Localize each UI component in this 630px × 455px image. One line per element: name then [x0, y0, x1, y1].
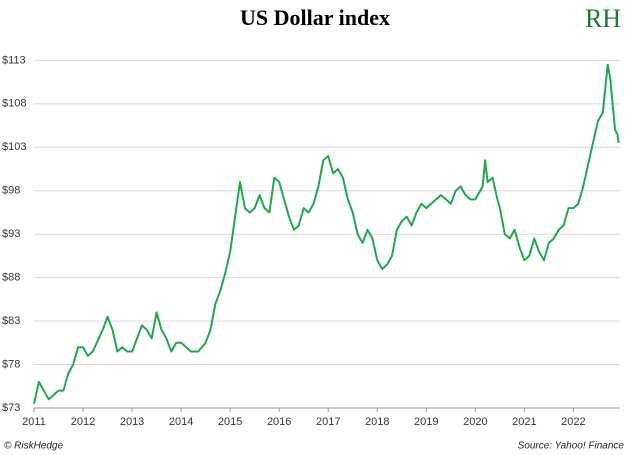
credit: © RiskHedge: [4, 441, 63, 452]
y-tick-label: $98: [2, 185, 20, 197]
x-tick-label: 2014: [169, 416, 193, 428]
x-tick-label: 2021: [512, 416, 536, 428]
y-tick-label: $113: [2, 54, 26, 66]
x-tick-label: 2016: [267, 416, 291, 428]
data-line: [33, 63, 620, 404]
x-tick-label: 2015: [218, 416, 242, 428]
y-tick-label: $83: [2, 315, 20, 327]
y-tick-label: $93: [2, 228, 20, 240]
x-tick-label: 2019: [414, 416, 438, 428]
x-tick-label: 2011: [22, 416, 46, 428]
y-tick-label: $108: [2, 98, 26, 110]
source: Source: Yahoo! Finance: [518, 441, 625, 452]
x-tick-label: 2018: [365, 416, 389, 428]
x-tick-label: 2022: [561, 416, 585, 428]
x-tick-label: 2020: [463, 416, 487, 428]
x-tick-label: 2017: [316, 416, 340, 428]
y-tick-label: $103: [2, 141, 26, 153]
logo: RH: [585, 4, 621, 33]
x-tick-label: 2012: [71, 416, 95, 428]
y-tick-label: $78: [2, 358, 20, 370]
y-tick-label: $88: [2, 272, 20, 284]
chart-title: US Dollar index: [240, 5, 390, 30]
y-tick-label: $73: [2, 402, 20, 414]
x-tick-label: 2013: [120, 416, 144, 428]
